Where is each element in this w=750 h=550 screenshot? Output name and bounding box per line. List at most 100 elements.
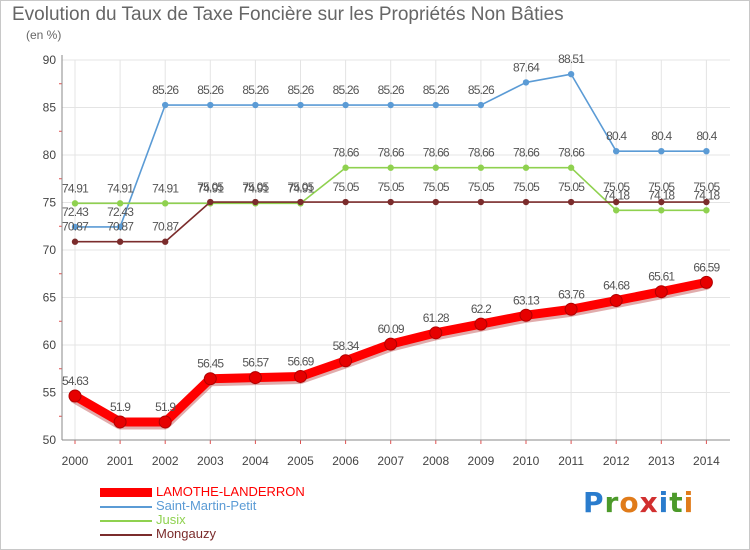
x-tick-label-2010: 2010 — [513, 454, 540, 468]
y-tick-label-55: 55 — [43, 386, 57, 400]
data-label-mongauzy-2006: 75.05 — [333, 180, 360, 194]
x-tick-label-2013: 2013 — [648, 454, 675, 468]
point-lamothe-landerron-2004 — [248, 371, 262, 385]
point-lamothe-landerron-2012 — [609, 294, 623, 308]
legend-label-jusix: Jusix — [156, 512, 186, 527]
point-jusix-2012 — [613, 207, 620, 214]
y-tick-label-65: 65 — [43, 291, 57, 305]
data-label-saint-martin-petit-2003: 85.26 — [197, 83, 224, 97]
data-label-lamothe-landerron-2009: 62.2 — [471, 302, 492, 316]
data-label-lamothe-landerron-2003: 56.45 — [197, 357, 224, 371]
data-label-saint-martin-petit-2008: 85.26 — [423, 83, 450, 97]
data-label-saint-martin-petit-2009: 85.26 — [468, 83, 495, 97]
data-label-jusix-2002: 74.91 — [152, 181, 179, 195]
point-saint-martin-petit-2002 — [162, 101, 169, 109]
data-label-jusix-2005: 74.91 — [287, 181, 314, 195]
data-label-saint-martin-petit-2012: 80.4 — [606, 129, 627, 143]
point-lamothe-landerron-2008 — [429, 326, 443, 340]
data-label-saint-martin-petit-2001: 72.43 — [107, 205, 134, 219]
data-label-jusix-2013: 74.18 — [648, 188, 675, 202]
y-tick-label-50: 50 — [43, 433, 57, 447]
point-mongauzy-2014 — [703, 198, 710, 206]
point-saint-martin-petit-2006 — [342, 101, 349, 109]
logo-letter: x — [639, 486, 659, 519]
data-label-mongauzy-2012: 75.05 — [603, 180, 630, 194]
point-mongauzy-2011 — [567, 198, 575, 206]
point-mongauzy-2000 — [71, 238, 79, 245]
data-label-jusix-2007: 78.66 — [378, 146, 405, 160]
data-label-saint-martin-petit-2004: 85.26 — [242, 83, 269, 97]
data-label-jusix-2008: 78.66 — [423, 146, 450, 160]
data-label-jusix-2014: 74.18 — [693, 188, 720, 202]
y-tick-label-80: 80 — [43, 148, 57, 162]
data-label-jusix-2001: 74.91 — [107, 181, 134, 195]
point-mongauzy-2004 — [252, 198, 259, 206]
y-tick-label-75: 75 — [43, 196, 57, 210]
point-lamothe-landerron-2014 — [699, 275, 713, 289]
data-label-mongauzy-2013: 75.05 — [648, 180, 675, 194]
point-lamothe-landerron-2001 — [113, 415, 127, 429]
point-jusix-2007 — [387, 164, 394, 171]
data-label-saint-martin-petit-2010: 87.64 — [513, 60, 540, 74]
point-lamothe-landerron-2000 — [68, 389, 82, 403]
data-label-mongauzy-2008: 75.05 — [423, 180, 450, 194]
legend-label-mongauzy: Mongauzy — [156, 526, 216, 541]
data-label-lamothe-landerron-2012: 64.68 — [603, 279, 630, 293]
point-mongauzy-2010 — [522, 198, 530, 206]
data-label-saint-martin-petit-2000: 72.43 — [62, 205, 89, 219]
point-mongauzy-2001 — [116, 238, 124, 245]
data-label-jusix-2009: 78.66 — [468, 146, 495, 160]
point-saint-martin-petit-2005 — [297, 101, 304, 109]
x-tick-label-2002: 2002 — [152, 454, 179, 468]
data-label-saint-martin-petit-2011: 88.51 — [558, 52, 585, 66]
point-jusix-2009 — [477, 164, 485, 171]
point-jusix-2010 — [522, 164, 530, 171]
point-jusix-2002 — [162, 200, 169, 207]
y-tick-label-60: 60 — [43, 338, 57, 352]
point-jusix-2001 — [116, 200, 124, 207]
point-lamothe-landerron-2006 — [339, 354, 353, 368]
point-mongauzy-2008 — [432, 198, 439, 206]
data-label-saint-martin-petit-2007: 85.26 — [378, 83, 405, 97]
point-saint-martin-petit-2013 — [658, 148, 665, 155]
logo-letter: o — [619, 486, 640, 519]
data-label-mongauzy-2011: 75.05 — [558, 180, 585, 194]
point-lamothe-landerron-2007 — [384, 337, 398, 351]
data-label-mongauzy-2003: 75.05 — [197, 180, 224, 194]
data-label-jusix-2004: 74.91 — [242, 181, 269, 195]
x-tick-label-2004: 2004 — [242, 454, 269, 468]
legend-swatch-lamothe-landerron — [100, 488, 152, 497]
x-tick-label-2000: 2000 — [62, 454, 89, 468]
legend-swatch-mongauzy — [100, 534, 152, 536]
point-mongauzy-2005 — [297, 198, 304, 206]
data-label-lamothe-landerron-2005: 56.69 — [287, 354, 314, 368]
y-tick-label-70: 70 — [43, 243, 57, 257]
data-label-mongauzy-2002: 70.87 — [152, 220, 179, 234]
point-saint-martin-petit-2012 — [613, 148, 620, 155]
data-label-lamothe-landerron-2002: 51.9 — [155, 400, 176, 414]
logo-letter: i — [683, 486, 695, 519]
data-label-saint-martin-petit-2013: 80.4 — [651, 129, 672, 143]
data-label-lamothe-landerron-2007: 60.09 — [378, 322, 405, 336]
point-mongauzy-2012 — [613, 198, 620, 206]
x-tick-label-2007: 2007 — [377, 454, 404, 468]
point-saint-martin-petit-2008 — [432, 101, 439, 109]
data-label-lamothe-landerron-2008: 61.28 — [423, 311, 450, 325]
data-label-saint-martin-petit-2006: 85.26 — [333, 83, 360, 97]
point-mongauzy-2009 — [477, 198, 485, 206]
x-tick-label-2011: 2011 — [558, 454, 584, 468]
point-saint-martin-petit-2010 — [522, 79, 530, 86]
point-saint-martin-petit-2007 — [387, 101, 394, 109]
logo-letter: i — [658, 486, 670, 519]
data-label-mongauzy-2001: 70.87 — [107, 220, 134, 234]
point-saint-martin-petit-2009 — [477, 101, 485, 109]
data-label-mongauzy-2004: 75.05 — [242, 180, 269, 194]
data-label-mongauzy-2000: 70.87 — [62, 220, 89, 234]
x-tick-label-2012: 2012 — [603, 454, 630, 468]
point-mongauzy-2002 — [162, 238, 169, 245]
point-lamothe-landerron-2013 — [654, 285, 668, 299]
data-label-lamothe-landerron-2001: 51.9 — [110, 400, 131, 414]
point-lamothe-landerron-2010 — [519, 308, 533, 322]
point-jusix-2014 — [703, 207, 710, 214]
proxiti-logo: Proxiti — [583, 486, 694, 519]
